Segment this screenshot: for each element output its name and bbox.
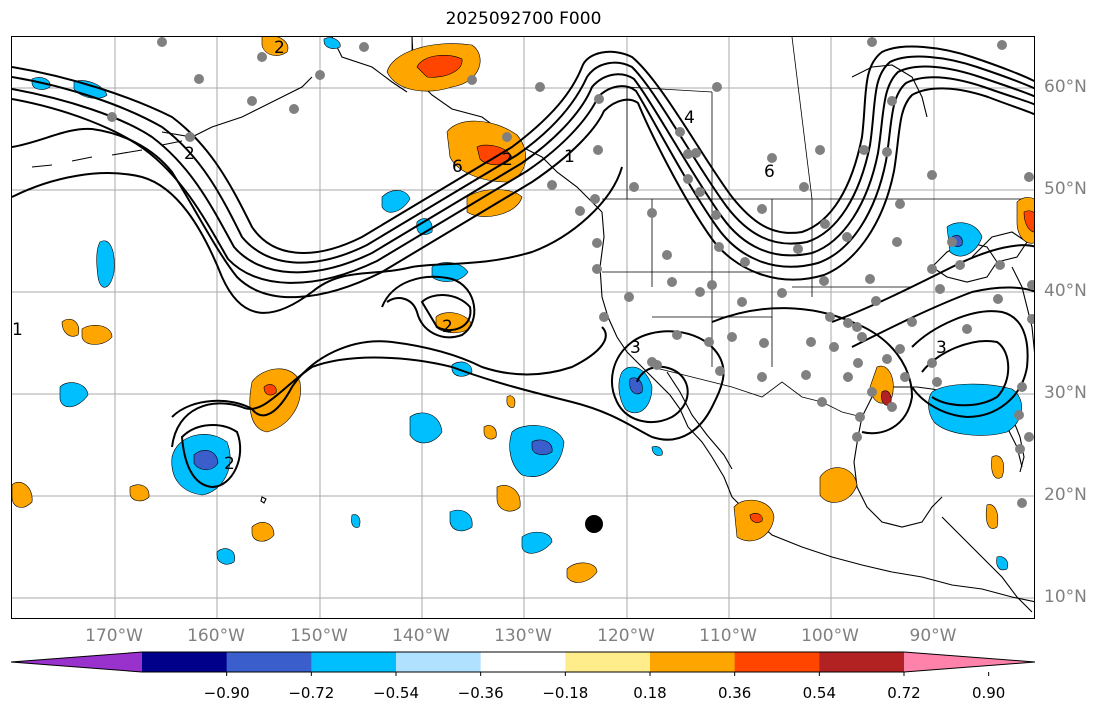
colorbar-segment	[565, 652, 651, 672]
lon-label: 130°W	[494, 626, 552, 646]
colorbar-tick-label: 0.72	[887, 684, 921, 702]
colorbar-segment	[11, 652, 142, 672]
station-dots	[107, 37, 1034, 508]
colorbar-segment	[142, 652, 228, 672]
contour-labels: 2 2 6 2 1 4 6 2 3 3 2 1	[12, 38, 947, 474]
marker-point[interactable]	[585, 515, 603, 533]
colorbar	[10, 651, 1036, 676]
lon-label: 100°W	[801, 626, 859, 646]
colorbar-segment	[226, 652, 312, 672]
lon-label: 110°W	[699, 626, 757, 646]
colorbar-segment	[904, 652, 1035, 672]
lat-label: 20°N	[1044, 485, 1087, 505]
colorbar-segment	[650, 652, 736, 672]
contour-label: 3	[630, 338, 641, 358]
map-title: 2025092700 F000	[445, 9, 602, 29]
lat-label: 50°N	[1044, 179, 1087, 199]
colorbar-tick-label: −0.54	[373, 684, 419, 702]
lat-label: 40°N	[1044, 281, 1087, 301]
contour-label: 2	[184, 144, 195, 164]
lon-label: 90°W	[909, 626, 957, 646]
lon-label: 150°W	[290, 626, 348, 646]
contour-label: 4	[684, 108, 695, 128]
coastlines	[31, 37, 1034, 613]
lon-label: 170°W	[85, 626, 143, 646]
lat-label: 60°N	[1044, 77, 1087, 97]
lat-label: 10°N	[1044, 587, 1087, 607]
map-canvas: 2 2 6 2 1 4 6 2 3 3 2 1	[12, 37, 1034, 618]
colorbar-segment	[734, 652, 820, 672]
colorbar-tick-label: 0.90	[971, 684, 1006, 702]
lon-label: 160°W	[187, 626, 245, 646]
colorbar-tick-label: −0.90	[203, 684, 250, 702]
colorbar-segment	[819, 652, 905, 672]
contour-label: 6	[452, 157, 463, 177]
contour-label: 1	[564, 147, 575, 167]
colorbar-tick-label: −0.72	[288, 684, 335, 702]
lon-label: 140°W	[392, 626, 450, 646]
colorbar-segment	[311, 652, 397, 672]
colorbar-tick-label: 0.18	[633, 684, 667, 702]
contour-label: 1	[12, 320, 23, 340]
contour-label: 2	[502, 150, 513, 170]
colorbar-outline	[10, 651, 1036, 673]
contour-label: 2	[224, 454, 235, 474]
colorbar-tick-label: −0.18	[542, 684, 589, 702]
colorbar-tick-label: 0.54	[802, 684, 837, 702]
contour-label: 6	[764, 162, 775, 182]
borders	[411, 37, 1034, 418]
contour-label: 2	[274, 38, 285, 58]
colorbar-tick-label: 0.36	[717, 684, 752, 702]
contour-label: 3	[936, 338, 947, 358]
colorbar-tick-label: −0.36	[457, 684, 504, 702]
map-panel[interactable]: 2 2 6 2 1 4 6 2 3 3 2 1	[11, 36, 1035, 619]
colorbar-segment	[396, 652, 482, 672]
lon-label: 120°W	[597, 626, 655, 646]
contour-label: 2	[442, 317, 453, 337]
colorbar-segment	[480, 652, 566, 672]
contours	[12, 45, 1034, 489]
lat-label: 30°N	[1044, 383, 1087, 403]
